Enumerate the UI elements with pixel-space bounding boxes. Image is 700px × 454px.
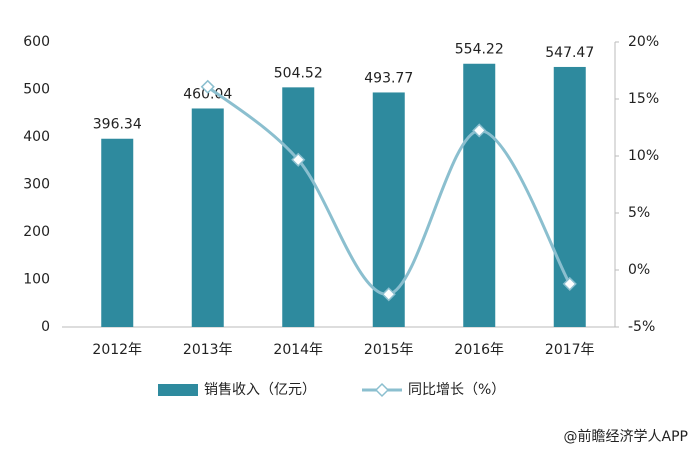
y-tick-label: 500: [23, 82, 50, 98]
growth-marker: [472, 123, 487, 138]
y2-tick-label: 0%: [628, 262, 650, 278]
legend-label: 同比增长（%）: [408, 382, 505, 398]
y2-tick-label: -5%: [628, 319, 655, 335]
legend-label: 销售收入（亿元）: [204, 382, 316, 398]
y-tick-label: 300: [23, 177, 50, 193]
x-tick-label: 2016年: [454, 342, 504, 358]
legend-marker: [374, 382, 390, 398]
y-tick-label: 600: [23, 34, 50, 50]
growth-marker: [381, 287, 396, 302]
bar: [101, 138, 134, 327]
bar-value-label: 554.22: [455, 42, 504, 58]
legend-swatch: [158, 384, 198, 396]
bar-value-label: 396.34: [93, 117, 142, 133]
y2-tick-label: 20%: [628, 34, 659, 50]
bar-value-label: 504.52: [274, 65, 323, 81]
y2-tick-label: 5%: [628, 205, 650, 221]
x-tick-label: 2017年: [545, 342, 595, 358]
y-tick-label: 200: [23, 224, 50, 240]
bar-value-label: 493.77: [364, 70, 413, 86]
y-tick-label: 0: [41, 319, 50, 335]
bar: [191, 108, 224, 327]
growth-marker: [291, 152, 306, 167]
y2-tick-label: 10%: [628, 148, 659, 164]
growth-marker: [562, 276, 577, 291]
y2-tick-label: 15%: [628, 91, 659, 107]
growth-line: [206, 85, 572, 296]
x-tick-label: 2014年: [273, 342, 323, 358]
y-tick-label: 100: [23, 272, 50, 288]
bar-value-label: 547.47: [545, 45, 594, 61]
x-tick-label: 2015年: [364, 342, 414, 358]
bar-value-label: 460.04: [183, 86, 232, 102]
x-tick-label: 2012年: [92, 342, 142, 358]
growth-marker: [200, 79, 215, 94]
source-note: @前瞻经济学人APP: [564, 428, 688, 445]
y-tick-label: 400: [23, 129, 50, 145]
bar: [282, 87, 315, 327]
x-tick-label: 2013年: [183, 342, 233, 358]
bar: [463, 63, 496, 328]
